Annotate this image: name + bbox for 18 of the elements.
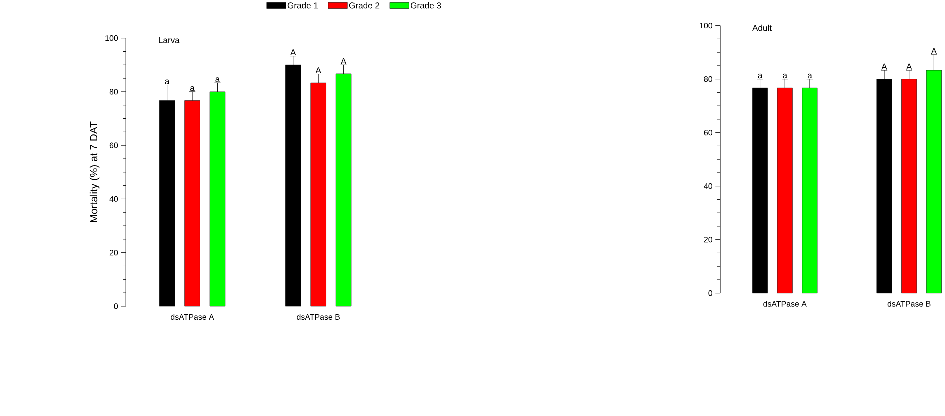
data-label: A <box>340 58 347 64</box>
data-label: a <box>758 74 763 78</box>
chart-title: Adult <box>752 24 772 32</box>
data-label: A <box>290 49 296 56</box>
data-label: a <box>808 74 812 78</box>
data-label: A <box>316 67 322 74</box>
data-label: A <box>931 48 938 54</box>
chart-title: Larva <box>159 37 180 44</box>
legend-label: Grade 3 <box>410 2 442 9</box>
data-label: a <box>783 74 788 78</box>
data-label: A <box>882 64 888 70</box>
data-label: a <box>216 77 220 82</box>
legend-label: Grade 2 <box>349 2 380 9</box>
data-label: A <box>906 64 912 70</box>
legend-label: Grade 1 <box>288 2 318 9</box>
data-label: a <box>165 80 170 84</box>
y-axis-title: Mortality (%) at 7 DAT <box>90 122 100 222</box>
data-label: a <box>190 86 195 92</box>
